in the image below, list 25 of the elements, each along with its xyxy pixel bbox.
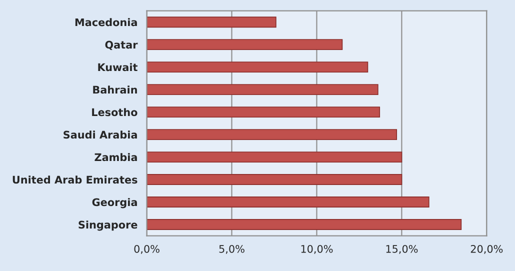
y-tick-label: Bahrain xyxy=(93,86,137,94)
x-tick-label: 5,0% xyxy=(219,244,244,254)
bar xyxy=(146,174,402,186)
x-tick-label: 15,0% xyxy=(386,244,418,254)
bar xyxy=(146,152,402,163)
y-tick-label: Zambia xyxy=(94,153,137,162)
y-tick-label: Singapore xyxy=(78,220,138,231)
bar xyxy=(146,196,430,208)
y-tick-label: Qatar xyxy=(105,40,138,50)
y-tick-label: United Arab Emirates xyxy=(12,176,138,184)
bar xyxy=(146,219,462,230)
y-tick-label: Georgia xyxy=(92,198,137,208)
bar xyxy=(146,106,380,118)
y-tick-label: Saudi Arabia xyxy=(64,130,137,139)
bar xyxy=(146,84,378,96)
bar xyxy=(146,16,276,28)
x-tick-label: 0,0% xyxy=(134,244,160,254)
x-tick-label: 10,0% xyxy=(301,244,333,254)
y-tick-label: Kuwait xyxy=(98,63,138,72)
y-tick-label: Macedonia xyxy=(75,18,137,26)
bar xyxy=(146,39,343,50)
bar xyxy=(146,62,368,73)
x-tick-label: 20,0% xyxy=(470,244,503,254)
y-tick-label: Lesotho xyxy=(92,108,138,116)
bar xyxy=(146,129,398,140)
